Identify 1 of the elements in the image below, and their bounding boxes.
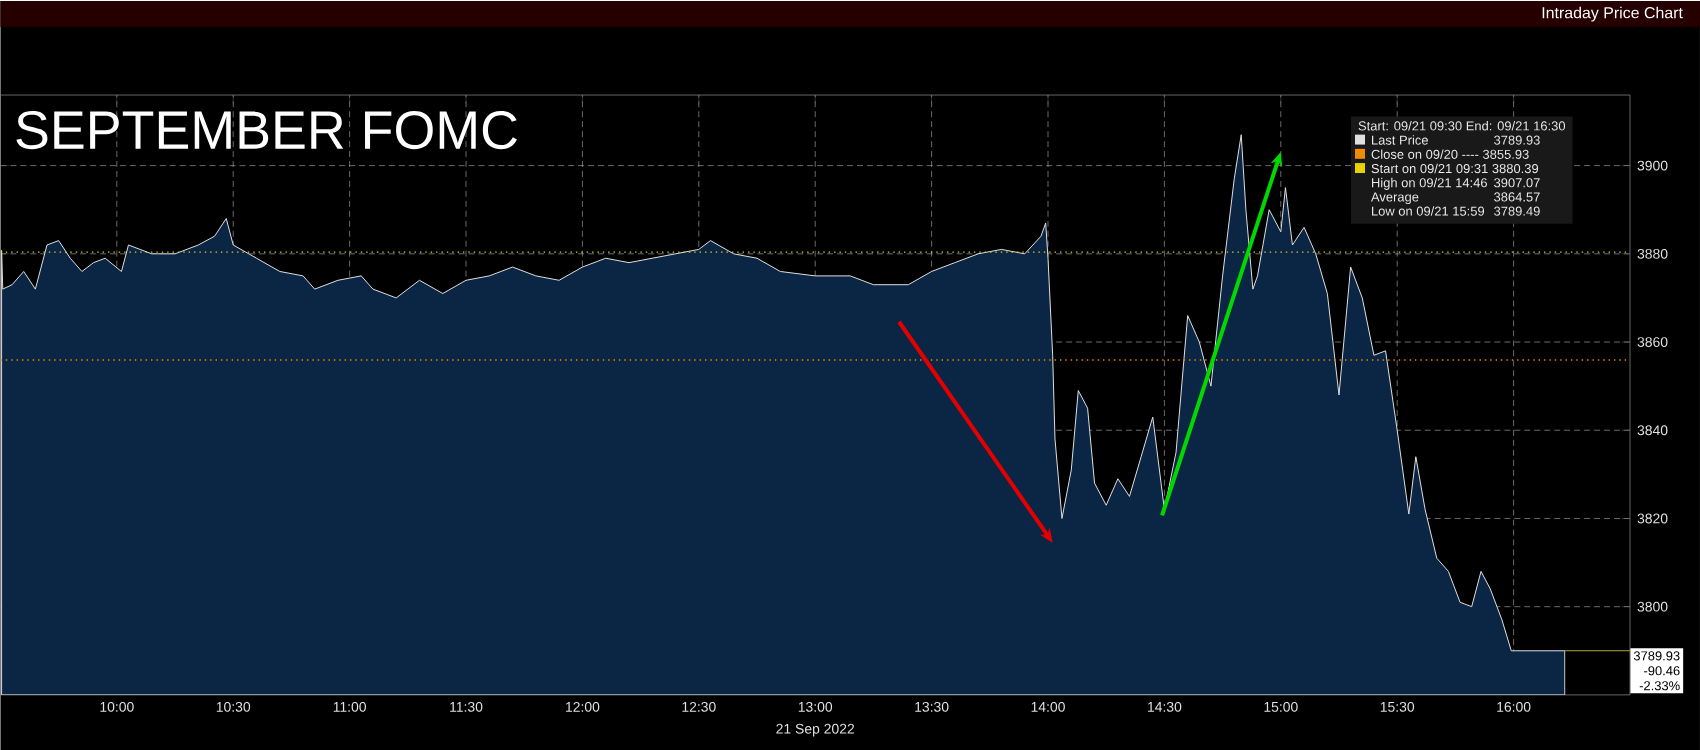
chart-title: SEPTEMBER FOMC: [16, 110, 517, 149]
